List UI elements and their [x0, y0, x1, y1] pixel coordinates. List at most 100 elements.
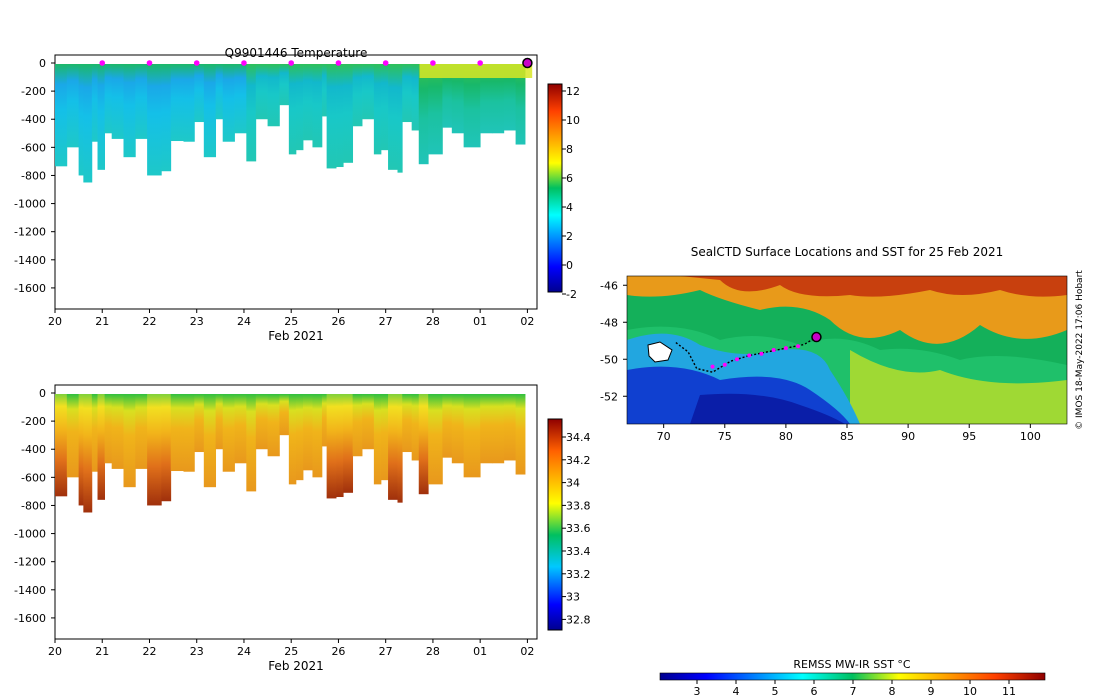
seal-track-point — [783, 346, 788, 351]
y-tick-label: -1600 — [14, 612, 46, 625]
colorbar-label: 33.6 — [566, 522, 591, 535]
temperature-profile-column — [288, 64, 297, 155]
salinity-profile-column — [336, 394, 344, 498]
colorbar-label: 33.2 — [566, 568, 591, 581]
x-tick-label: 27 — [379, 645, 393, 658]
salinity-profile-column — [451, 394, 465, 464]
temperature-profile-column — [78, 64, 84, 176]
temperature-profile-column — [336, 64, 344, 168]
surface-location-marker — [288, 60, 295, 66]
salinity-profile-column — [170, 394, 184, 472]
temperature-chart: Q9901446 Temperature 0 -200 -400 -600 -800 -10… — [14, 46, 580, 343]
colorbar-label: 10 — [963, 685, 977, 698]
x-tick-label: 01 — [473, 645, 487, 658]
salinity-profile-column — [343, 394, 354, 493]
temperature-profile-column — [295, 64, 304, 151]
temperature-profile-column — [397, 64, 403, 173]
salinity-profile-column — [135, 394, 148, 469]
y-tick-label: -1400 — [14, 254, 46, 267]
salinity-profile-column — [515, 394, 526, 475]
colorbar-label: 34.4 — [566, 431, 591, 444]
surface-location-marker — [99, 60, 106, 66]
colorbar-label: 8 — [889, 685, 896, 698]
colorbar-label: 4 — [733, 685, 740, 698]
temperature-profile-column — [267, 64, 280, 127]
x-tick-label: 24 — [237, 645, 251, 658]
x-tick-label: 26 — [331, 315, 345, 328]
salinity-profile-column — [303, 394, 313, 471]
salinity-profile-column — [279, 394, 290, 436]
current-location-marker — [522, 57, 533, 69]
salinity-profile-column — [373, 394, 382, 485]
salinity-profile-column — [288, 394, 297, 485]
x-axis-label: Feb 2021 — [268, 659, 324, 673]
surface-location-marker — [335, 60, 342, 66]
salinity-profile-column — [104, 394, 113, 464]
x-tick-label: 22 — [142, 315, 156, 328]
y-tick-label: -1600 — [14, 282, 46, 295]
x-tick-label: 28 — [426, 315, 440, 328]
temperature-profile-column — [380, 64, 389, 151]
salinity-profile-column — [491, 394, 505, 464]
temperature-profile-column — [480, 64, 493, 134]
temperature-profile-column — [503, 64, 516, 131]
temperature-profile-column — [215, 64, 224, 120]
colorbar-label: 5 — [772, 685, 779, 698]
colorbar-label: 6 — [811, 685, 818, 698]
x-tick-label: 80 — [779, 430, 793, 443]
salinity-profile-column — [83, 394, 93, 513]
y-tick-label: -600 — [21, 141, 46, 154]
x-tick-label: 100 — [1020, 430, 1041, 443]
temperature-profile-column — [451, 64, 465, 134]
seal-track-point — [710, 364, 715, 369]
y-tick-label: -48 — [600, 316, 618, 329]
temperature-profile-column — [135, 64, 148, 139]
temperature-profile-column — [279, 64, 290, 106]
plot-frame — [54, 384, 538, 640]
colorbar-label: 32.8 — [566, 613, 591, 626]
temperature-profile-column — [303, 64, 313, 141]
temperature-profile-column — [203, 64, 217, 158]
y-tick-label: -52 — [600, 390, 618, 403]
temperature-profile-column — [111, 64, 124, 139]
seal-track-point — [796, 344, 801, 349]
temperature-profile-column — [388, 64, 398, 170]
salinity-profile-column — [321, 394, 328, 447]
seal-track-point — [722, 362, 727, 367]
temperature-profile-column — [411, 64, 420, 131]
salinity-profile-column — [463, 394, 481, 478]
x-tick-label: 27 — [379, 315, 393, 328]
temperature-profile-column — [97, 64, 106, 170]
salinity-profile-column — [362, 394, 375, 450]
y-tick-label: -1200 — [14, 556, 46, 569]
temperature-profile-column — [312, 64, 323, 148]
salinity-profile-column — [295, 394, 304, 481]
y-tick-label: 0 — [39, 57, 46, 70]
temperature-profile-column — [326, 64, 337, 169]
x-tick-label: 02 — [520, 315, 534, 328]
y-tick-label: -400 — [21, 443, 46, 456]
y-tick-label: -46 — [600, 279, 618, 292]
salinity-profile-column — [411, 394, 420, 461]
salinity-profile-column — [267, 394, 280, 457]
temperature-profile-column — [91, 64, 98, 142]
salinity-profile-column — [388, 394, 398, 500]
salinity-profile-column — [255, 394, 268, 450]
temperature-profile-column — [491, 64, 505, 134]
y-tick-label: -1200 — [14, 226, 46, 239]
temperature-profile-column — [55, 64, 68, 167]
salinity-profile-column — [442, 394, 453, 458]
x-tick-label: 85 — [840, 430, 854, 443]
temperature-profile-column — [66, 64, 80, 148]
x-tick-label: 22 — [142, 645, 156, 658]
salinity-profile-column — [428, 394, 443, 485]
colorbar — [547, 418, 563, 631]
sst-hot-band — [680, 276, 1067, 297]
colorbar — [659, 672, 1046, 681]
sst-yellow-band — [850, 350, 1067, 424]
temperature-profile-column — [321, 64, 328, 117]
temperature-profile-column — [428, 64, 443, 155]
temperature-profile-column — [170, 64, 184, 142]
x-tick-label: 75 — [718, 430, 732, 443]
x-tick-label: 21 — [95, 315, 109, 328]
